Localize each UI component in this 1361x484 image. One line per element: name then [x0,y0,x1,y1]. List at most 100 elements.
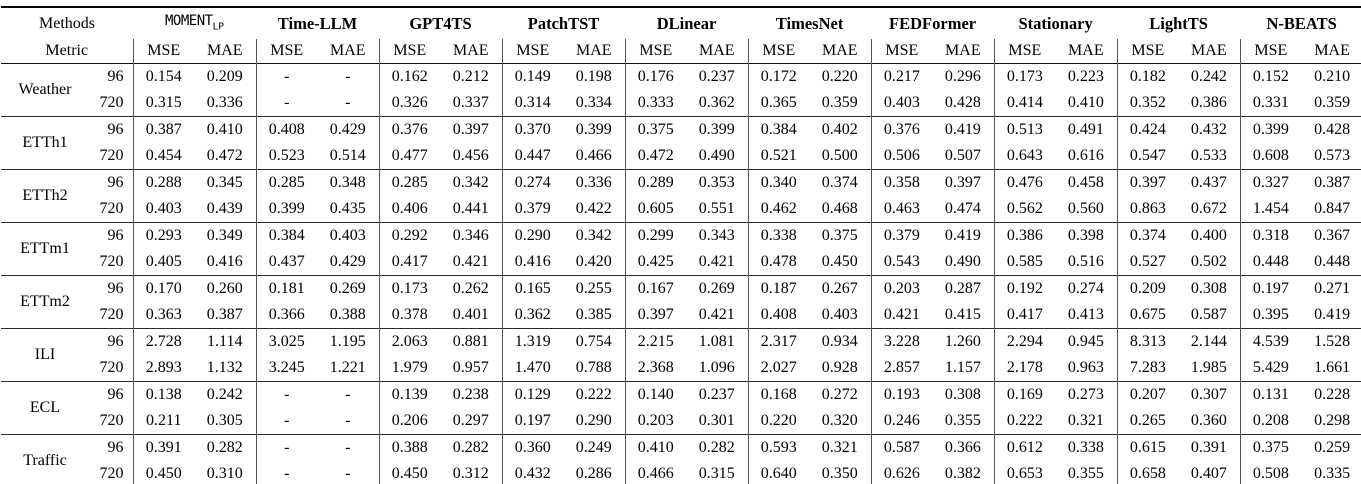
mae-value-cell: 0.220 [821,68,858,86]
mae-value-cell: 0.397 [944,174,981,192]
mae-value-cell: 0.403 [821,306,858,324]
mae-value-cell: 0.533 [1190,147,1227,165]
mae-value-cell: 0.198 [575,68,612,86]
dataset-block-ecl: ECL 96 0.138 0.242- -0.139 0.238 0.129 0.222 0.1… [1,381,1361,435]
mse-value-cell: 0.476 [993,169,1056,197]
mae-value-cell: 2.144 [1190,333,1227,351]
mae-value-cell: 0.269 [698,280,735,298]
mse-value-cell: 0.421 [870,302,933,329]
dataset-block-ettm1: ETTm1 96 0.293 0.349 0.384 0.403 0.292 0.346 0.2… [1,222,1361,276]
dataset-block-weather: Weather 96 0.154 0.209- -0.162 0.212 0.149 0.19… [1,63,1361,117]
mae-value-cell: 0.500 [821,147,858,165]
mae-value-cell: 0.386 [1190,94,1227,112]
mae-value-cell: 1.985 [1190,359,1227,377]
mae-value-cell: 0.242 [1190,68,1227,86]
mae-column-header: MAE [1068,42,1104,60]
mse-column-header: MSE [993,39,1056,64]
mae-value-cell: 0.296 [944,68,981,86]
horizon-label: 720 [99,465,124,483]
mae-value-cell: 0.928 [821,359,858,377]
mae-value-cell: 0.374 [821,174,858,192]
mse-value-cell: 0.387 [132,116,194,144]
mae-value-cell: 0.366 [944,439,981,457]
dataset-block-etth2: ETTh2 96 0.288 0.345 0.285 0.348 0.285 0.342 0.2… [1,169,1361,223]
mse-value-cell: 0.408 [747,302,810,329]
mse-value-cell: 0.315 [132,90,194,117]
mse-value-cell: 0.327 [1239,169,1302,197]
mae-column-header: MAE [1191,42,1227,60]
mae-value-cell: 0.353 [698,174,735,192]
mse-value-cell: 0.643 [993,143,1056,170]
mse-value-cell: 0.292 [378,222,441,250]
mae-value-cell: 0.502 [1190,253,1227,271]
mse-value-cell: 0.187 [747,275,810,303]
dataset-block-traffic: Traffic 96 0.391 0.282- -0.388 0.282 0.360 0.24… [1,434,1361,484]
mae-value-cell: 0.343 [698,227,735,245]
mse-value-cell: 0.615 [1116,434,1179,462]
mse-column-header: MSE [132,39,194,64]
mse-value-cell: 0.414 [993,90,1056,117]
dataset-label: ECL [29,399,61,417]
mse-value-cell: 0.378 [378,302,441,329]
mae-value-cell: 0.287 [944,280,981,298]
mae-column-header: MAE [945,42,981,60]
dataset-block-ili: ILI 96 2.728 1.114 3.025 1.195 2.063 0.881 1.319… [1,328,1361,382]
mse-value-cell: 0.338 [747,222,810,250]
mse-value-cell: 0.506 [870,143,933,170]
mse-value-cell: 0.340 [747,169,810,197]
dataset-label: Traffic [23,452,67,470]
mse-value-cell: 0.513 [993,116,1056,144]
mse-value-cell: 0.608 [1239,143,1302,170]
mae-value-cell: 0.881 [452,333,489,351]
mae-value-cell: 0.360 [1190,412,1227,430]
mae-value-cell: 0.237 [698,68,735,86]
table-row: ETTh2 96 0.288 0.345 0.285 0.348 0.285 0.342 0.2… [1,169,1361,204]
mse-value-cell: 5.429 [1239,355,1302,382]
mae-value-cell: 0.259 [1314,439,1351,457]
mse-value-cell: 0.352 [1116,90,1179,117]
mse-value-cell: 0.181 [255,275,317,303]
mse-value-cell: 0.384 [747,116,810,144]
mae-value-cell: - [345,68,351,86]
method-header-lightts: LightTS [1117,7,1240,39]
mae-value-cell: 0.439 [206,200,243,218]
mae-value-cell: 1.195 [329,333,366,351]
mse-value-cell: 3.245 [255,355,317,382]
mse-value-cell: 0.448 [1239,249,1302,276]
mae-value-cell: 0.346 [452,227,489,245]
method-label: MOMENT [164,13,213,29]
mae-value-cell: 0.334 [575,94,612,112]
mae-value-cell: 0.350 [821,465,858,483]
mae-value-cell: 0.391 [1190,439,1227,457]
mse-value-cell: 0.211 [132,408,194,435]
mae-value-cell: - [345,465,351,483]
mse-value-cell: 0.197 [1239,275,1302,303]
mae-value-cell: 0.788 [575,359,612,377]
mse-value-cell: 0.154 [132,63,194,91]
mse-value-cell: 0.405 [132,249,194,276]
mae-column-header: MAE [822,42,858,60]
mse-value-cell: 0.374 [1116,222,1179,250]
mse-value-cell: 0.587 [870,434,933,462]
mae-value-cell: 0.413 [1067,306,1104,324]
mae-value-cell: 0.282 [698,439,735,457]
mae-value-cell: 0.359 [821,94,858,112]
mae-value-cell: 0.429 [329,253,366,271]
mae-value-cell: 0.375 [821,227,858,245]
method-header-timesnet: TimesNet [748,7,871,39]
mae-value-cell: 0.298 [1314,412,1351,430]
mae-value-cell: 0.435 [329,200,366,218]
horizon-label: 96 [107,121,124,139]
mse-value-cell: 0.375 [624,116,687,144]
mae-value-cell: 0.400 [1190,227,1227,245]
mae-value-cell: 1.132 [206,359,243,377]
dataset-label: ETTh1 [22,134,68,152]
mae-value-cell: 1.157 [944,359,981,377]
mse-value-cell: 2.063 [378,328,441,356]
table-row: Weather 96 0.154 0.209- -0.162 0.212 0.149 0.19… [1,63,1361,98]
mae-value-cell: 0.348 [329,174,366,192]
mse-value-cell: 0.222 [993,408,1056,435]
mse-value-cell: 0.362 [501,302,564,329]
mse-value-cell: 0.410 [624,434,687,462]
